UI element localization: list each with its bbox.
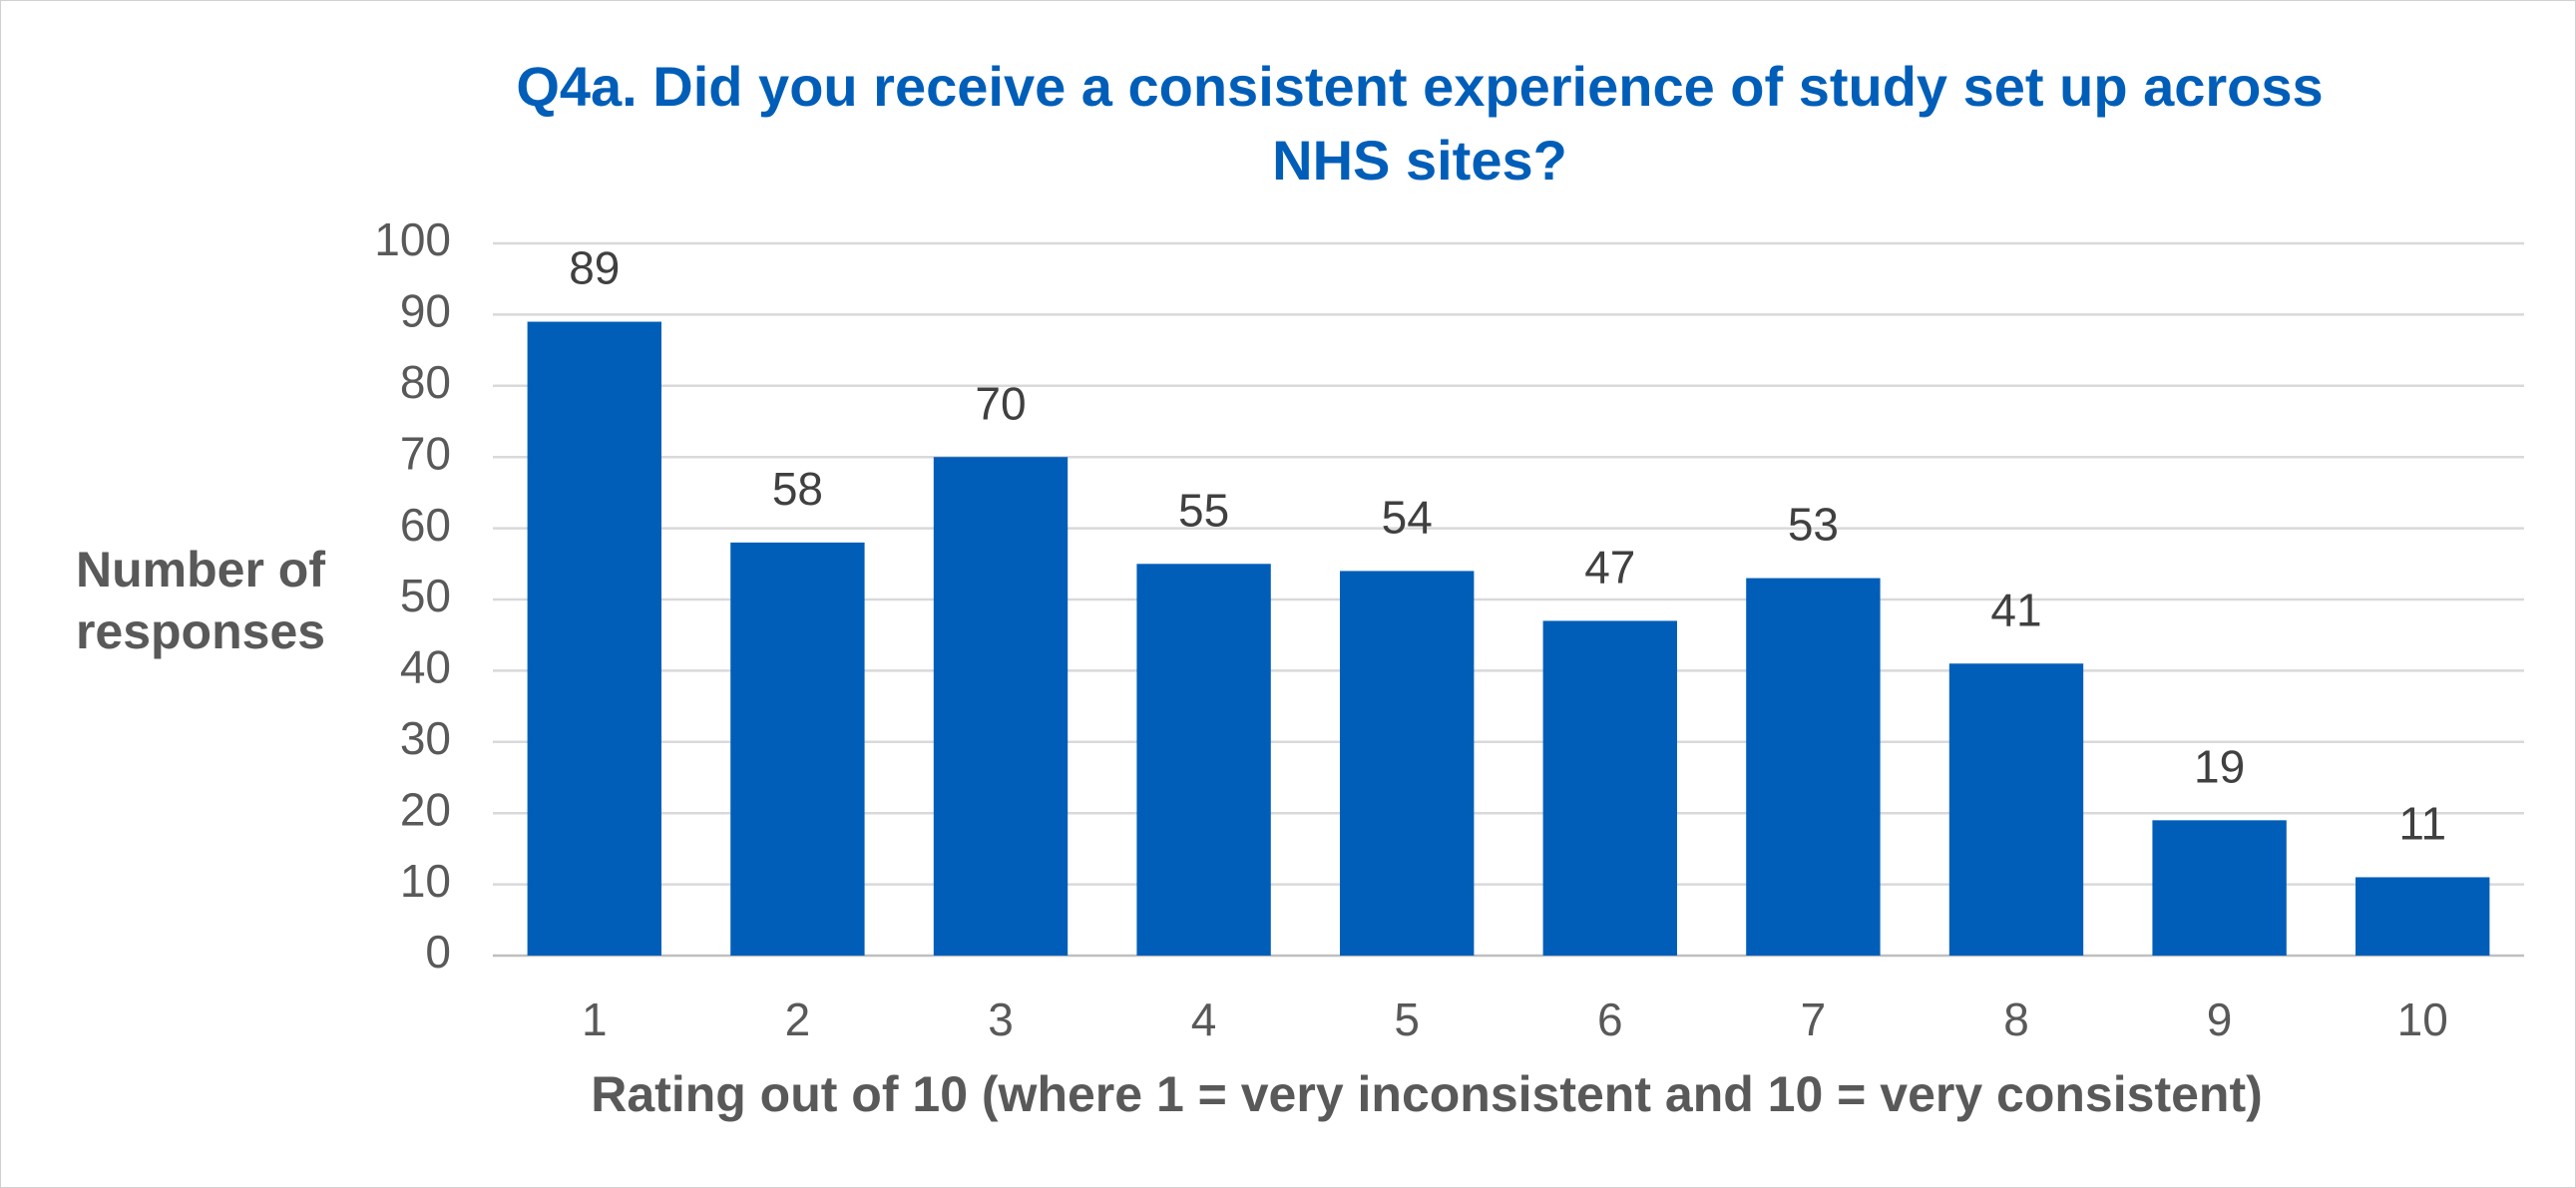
x-tick-label: 6 <box>1597 993 1623 1045</box>
bar <box>1136 564 1271 956</box>
x-tick-label: 9 <box>2207 993 2233 1045</box>
y-axis-label: Number of responses <box>75 542 326 659</box>
chart-title: Q4a. Did you receive a consistent experi… <box>516 55 2324 192</box>
bar <box>933 457 1069 956</box>
y-tick-label: 90 <box>400 285 451 337</box>
x-tick-label: 2 <box>785 993 811 1045</box>
x-tick-label: 5 <box>1394 993 1420 1045</box>
y-tick-label: 30 <box>400 712 451 764</box>
y-tick-label: 100 <box>374 213 451 265</box>
bar <box>1746 578 1881 956</box>
x-tick-label: 8 <box>2003 993 2029 1045</box>
bar <box>527 321 661 956</box>
x-tick-label: 10 <box>2397 993 2448 1045</box>
bar <box>2356 877 2490 956</box>
y-tick-label: 50 <box>400 570 451 621</box>
data-label: 19 <box>2194 740 2245 792</box>
data-label: 70 <box>975 377 1026 429</box>
x-tick-label: 7 <box>1801 993 1827 1045</box>
data-label: 58 <box>772 463 823 515</box>
x-tick-label: 1 <box>582 993 608 1045</box>
data-label: 53 <box>1788 499 1839 551</box>
y-tick-label: 10 <box>400 855 451 907</box>
y-tick-label: 0 <box>425 926 451 978</box>
x-axis-label: Rating out of 10 (where 1 = very inconsi… <box>591 1066 2263 1122</box>
x-tick-label: 4 <box>1191 993 1217 1045</box>
data-label: 47 <box>1584 542 1635 594</box>
y-tick-label: 20 <box>400 783 451 835</box>
data-label: 89 <box>569 242 620 294</box>
y-tick-label: 80 <box>400 356 451 408</box>
data-label: 11 <box>2398 798 2446 850</box>
bar <box>730 542 865 956</box>
bar <box>1340 571 1475 956</box>
bar <box>1948 663 2084 956</box>
data-label: 54 <box>1382 492 1433 544</box>
x-tick-label: 3 <box>988 993 1014 1045</box>
y-tick-label: 60 <box>400 499 451 551</box>
y-tick-label: 70 <box>400 427 451 479</box>
y-tick-label: 40 <box>400 641 451 693</box>
data-label: 55 <box>1178 484 1229 536</box>
bar <box>2152 820 2287 956</box>
bar <box>1542 620 1677 956</box>
data-label: 41 <box>1990 584 2041 635</box>
